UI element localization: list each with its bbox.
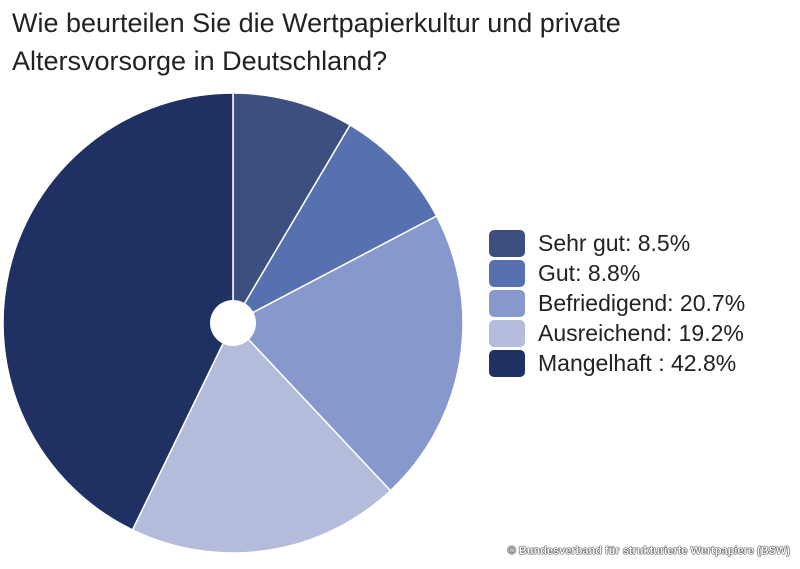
- pie-slice-befriedigend: [231, 215, 464, 492]
- legend: Sehr gut: 8.5% Gut: 8.8% Befriedigend: 20.…: [489, 228, 745, 378]
- source-credit: © Bundesverband für strukturierte Wertpa…: [507, 545, 790, 557]
- legend-label: Mangelhaft : 42.8%: [538, 349, 737, 376]
- legend-label: Befriedigend: 20.7%: [538, 289, 746, 316]
- legend-item: Sehr gut: 8.5%: [489, 228, 745, 258]
- legend-item: Ausreichend: 19.2%: [489, 318, 745, 348]
- legend-swatch: [489, 349, 525, 377]
- pie-slice-ausreichend: [131, 321, 392, 554]
- pie-slice-sehr-gut: [232, 92, 352, 326]
- legend-swatch: [489, 259, 525, 287]
- legend-item: Befriedigend: 20.7%: [489, 288, 745, 318]
- legend-item: Mangelhaft : 42.8%: [489, 348, 745, 378]
- donut-hole: [210, 300, 256, 346]
- legend-label: Gut: 8.8%: [538, 259, 641, 286]
- pie-slice-gut: [231, 124, 438, 325]
- legend-swatch: [489, 229, 525, 257]
- legend-swatch: [489, 319, 525, 347]
- legend-label: Sehr gut: 8.5%: [538, 229, 691, 256]
- legend-label: Ausreichend: 19.2%: [538, 319, 744, 346]
- pie-slice-mangelhaft: [2, 92, 234, 531]
- chart-title: Wie beurteilen Sie die Wertpapierkultur …: [12, 8, 621, 76]
- legend-item: Gut: 8.8%: [489, 258, 745, 288]
- legend-swatch: [489, 289, 525, 317]
